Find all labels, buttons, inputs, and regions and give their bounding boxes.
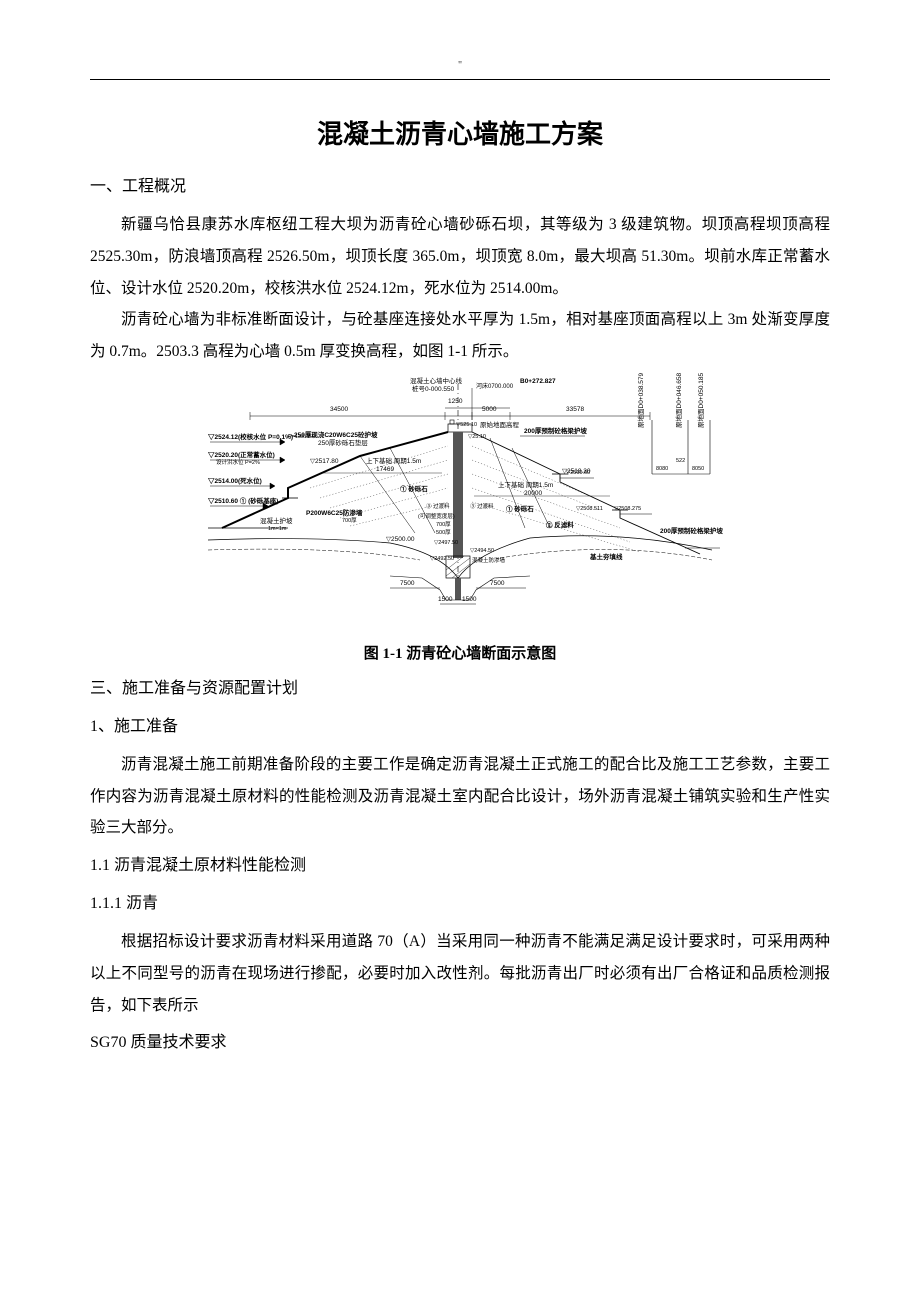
dl-code: B0+272.827 [520, 378, 556, 385]
header-rule [90, 79, 830, 80]
dl-wl2: ▽2520.20(正常蓄水位) [208, 452, 275, 459]
dl-middim1: 17469 [376, 466, 394, 473]
paragraph-overview-2: 沥青砼心墙为非标准断面设计，与砼基座连接处水平厚为 1.5m，相对基座顶面高程以… [90, 304, 830, 368]
dl-col2: 原地面D0+046.658 [676, 373, 683, 428]
dam-cross-section-diagram: B0+272.827 混凝土心墙中心线 桩号0-000.550 河床0700.0… [190, 378, 730, 638]
dl-mid5: P200W6C25防渗墙 [306, 510, 362, 517]
dl-bd1: 7500 [400, 580, 414, 587]
dl-rl3: ▽2508.511 [576, 506, 603, 512]
sub-1-heading: 1、施工准备 [90, 711, 830, 743]
dl-rds2: 8050 [692, 466, 704, 472]
dl-center2: 桩号0-000.550 [412, 386, 454, 393]
dl-crest: 原始地面高程 [480, 422, 519, 429]
dl-dim-m2: 5000 [482, 406, 496, 413]
page-title: 混凝土沥青心墙施工方案 [90, 114, 830, 151]
dl-col3: 原地面D0+050.185 [698, 373, 705, 428]
dl-coreel2: ▽2497.50 [434, 540, 458, 546]
dl-bd2: 7500 [490, 580, 504, 587]
dl-crest-el: ▽525.10 [456, 422, 477, 428]
dl-r4: 200厚预制砼格梁护坡 [660, 528, 723, 535]
dl-wl2b: 设计洪水位 P=2% [216, 460, 260, 466]
sub-1-1-heading: 1.1 沥青混凝土原材料性能检测 [90, 850, 830, 882]
dl-center1: 混凝土心墙中心线 [410, 378, 462, 385]
dl-r1: 200厚预制砼格梁护坡 [524, 428, 587, 435]
dl-core3: (可调整宽度层) [418, 514, 455, 520]
paragraph-overview-1: 新疆乌恰县康苏水库枢纽工程大坝为沥青砼心墙砂砾石坝，其等级为 3 级建筑物。坝顶… [90, 209, 830, 304]
dl-cored2: 500厚 [436, 530, 451, 536]
dl-rds1: 8080 [656, 466, 668, 472]
dl-lslope: 混凝土护坡 [260, 518, 293, 525]
section-3-heading: 三、施工准备与资源配置计划 [90, 673, 830, 705]
dl-rl4: ▽2508.275 [614, 506, 641, 512]
dl-wl4: ▽2510.60 ① (砂砾基座) [208, 498, 278, 505]
paragraph-asphalt: 根据招标设计要求沥青材料采用道路 70（A）当采用同一种沥青不能满足满足设计要求… [90, 926, 830, 1021]
dl-midlv1: ▽2517.80 [310, 458, 339, 465]
figure-1-1: B0+272.827 混凝土心墙中心线 桩号0-000.550 河床0700.0… [90, 378, 830, 638]
sg70-heading: SG70 质量技术要求 [90, 1027, 830, 1059]
dl-lbottom: 1m×1m [268, 526, 287, 532]
dl-mid4: ① 砂砾石 [400, 486, 428, 493]
dl-riverbed: 河床0700.000 [476, 384, 513, 391]
dl-mid2: 250厚砂砾石垫层 [318, 440, 368, 447]
dl-dim-l: 34500 [330, 406, 348, 413]
dl-dim-m1: 1250 [448, 398, 462, 405]
dl-r2: ① 砂砾石 [506, 506, 534, 513]
dl-rds3: 522 [676, 458, 685, 464]
dl-dim-r: 33578 [566, 406, 584, 413]
dl-core4: 混凝土防渗墙 [472, 558, 505, 564]
dl-rd2: 20000 [524, 490, 542, 497]
dl-coreel4: ▽2492.50 [430, 556, 454, 562]
dl-wl3: ▽2514.00(死水位) [208, 478, 262, 485]
page-header-mark: " [90, 60, 830, 71]
dl-bd3: 1500 [438, 596, 452, 603]
dl-cored1: 700厚 [436, 522, 451, 528]
dl-rd1: 上下基础 周期1.5m [498, 482, 553, 489]
paragraph-prep: 沥青混凝土施工前期准备阶段的主要工作是确定沥青混凝土正式施工的配合比及施工工艺参… [90, 749, 830, 844]
dl-core2b: ③ 过渡料 [470, 504, 494, 510]
section-1-heading: 一、工程概况 [90, 171, 830, 203]
dl-midlv2: ▽2500.00 [386, 536, 415, 543]
dl-bn: 基土夯填线 [590, 554, 623, 561]
dl-mid1: 250厚现浇C20W6C25砼护坡 [294, 432, 377, 439]
dl-col1: 原地面D0+038.579 [638, 373, 645, 428]
dl-coreel3: ▽2494.50 [470, 548, 494, 554]
dl-coreel1: ▽25.10 [468, 434, 486, 440]
dl-rl2: ▽2510.60 [566, 470, 590, 476]
dl-mid6: 700厚 [342, 518, 357, 524]
sub-1-1-1-heading: 1.1.1 沥青 [90, 888, 830, 920]
dl-mid3: 上下基础 周期1.5m [366, 458, 421, 465]
dl-wl1: ▽2524.12(校核水位 P=0.1%) [208, 434, 293, 441]
figure-1-1-caption: 图 1-1 沥青砼心墙断面示意图 [90, 642, 830, 663]
dl-r3: ② 反滤料 [546, 522, 574, 529]
dl-core2: ③ 过渡料 [426, 504, 450, 510]
dl-bd4: 1500 [462, 596, 476, 603]
